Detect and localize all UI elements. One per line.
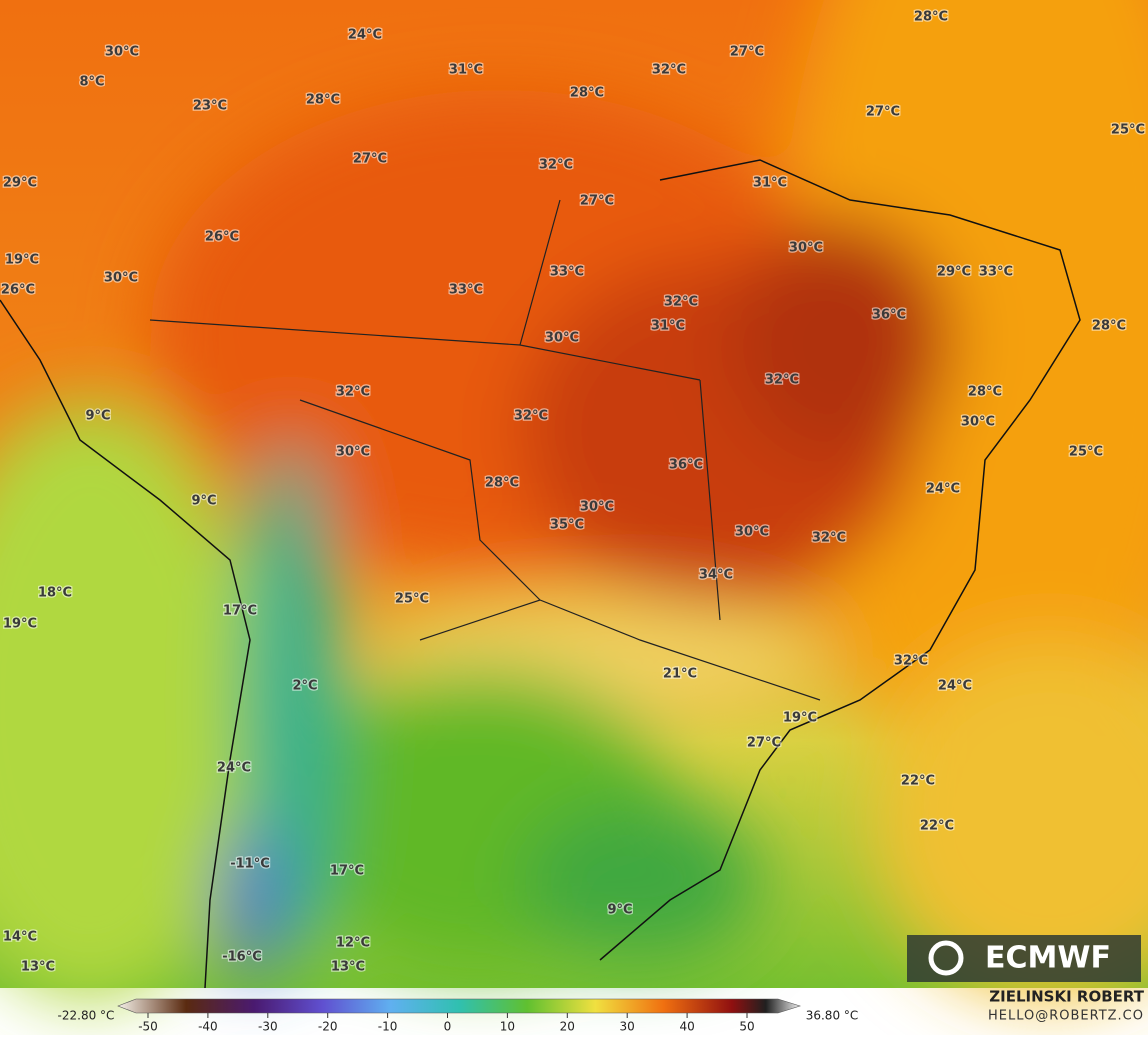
colorbar-tick-label: -50 (138, 1020, 158, 1034)
temperature-label: 26°C (1, 283, 35, 298)
temperature-label: 30°C (336, 445, 370, 460)
colorbar-tick-label: 40 (679, 1020, 694, 1034)
temperature-label: 32°C (765, 373, 799, 388)
temperature-label: 28°C (570, 86, 604, 101)
temperature-label: 35°C (550, 518, 584, 533)
temperature-label: 30°C (545, 331, 579, 346)
temperature-label: 25°C (1069, 445, 1103, 460)
temperature-labels: 24°C 28°C 30°C 31°C 32°C 27°C 8°C 28°C 28°C 23°C 2… (0, 8, 1146, 976)
temperature-label: 25°C (395, 592, 429, 607)
temperature-label: 30°C (580, 500, 614, 515)
temperature-label: 30°C (961, 415, 995, 430)
temperature-label: 32°C (894, 654, 928, 669)
temperature-label: 17°C (223, 604, 257, 619)
temperature-label: 25°C (1111, 123, 1145, 138)
temperature-label: 19°C (5, 253, 39, 268)
temperature-label: 18°C (38, 586, 72, 601)
temperature-label: 30°C (789, 241, 823, 256)
temperature-label: 24°C (348, 28, 382, 43)
temperature-label: 32°C (664, 295, 698, 310)
temperature-label: 2°C (292, 679, 317, 694)
temperature-label: 13°C (331, 960, 365, 975)
temperature-label: 19°C (783, 711, 817, 726)
temperature-label: 13°C (21, 960, 55, 975)
colorbar-tick-label: 20 (560, 1020, 575, 1034)
temperature-label: 24°C (938, 679, 972, 694)
temperature-label: 29°C (937, 265, 971, 280)
temperature-label: 17°C (330, 864, 364, 879)
map-background (0, 0, 1148, 1000)
temperature-label: 28°C (485, 476, 519, 491)
temperature-label: 23°C (193, 99, 227, 114)
temperature-label: 28°C (968, 385, 1002, 400)
logo: ECMWF (907, 935, 1141, 982)
temperature-label: 19°C (3, 617, 37, 632)
temperature-label: 32°C (812, 531, 846, 546)
credit-email: HELLO@ROBERTZ.CO (988, 1009, 1144, 1024)
colorbar-tick-label: 50 (739, 1020, 754, 1034)
temperature-label: 32°C (514, 409, 548, 424)
colorbar: -22.80 °C 36.80 °C -50 -40 -30 -20 -10 0 10 20 3… (58, 998, 859, 1034)
temperature-label: 28°C (1092, 319, 1126, 334)
temperature-label: 30°C (105, 45, 139, 60)
temperature-label: 27°C (580, 194, 614, 209)
temperature-label: 36°C (669, 458, 703, 473)
credit-author: ZIELINSKI ROBERT (989, 988, 1144, 1006)
temperature-label: 31°C (651, 319, 685, 334)
temperature-label: 32°C (539, 158, 573, 173)
temperature-label: 34°C (699, 568, 733, 583)
colorbar-tick-label: 30 (620, 1020, 635, 1034)
colorbar-tick-label: -40 (198, 1020, 218, 1034)
temperature-label: 9°C (85, 409, 110, 424)
temperature-label: 24°C (926, 482, 960, 497)
temperature-label: 26°C (205, 230, 239, 245)
colorbar-tick-label: 0 (444, 1020, 452, 1034)
temperature-label: 27°C (866, 105, 900, 120)
temperature-label: 31°C (449, 63, 483, 78)
temperature-label: 32°C (336, 385, 370, 400)
temperature-label: 33°C (550, 265, 584, 280)
temperature-label: 30°C (735, 525, 769, 540)
colorbar-tick-label: -30 (258, 1020, 278, 1034)
colorbar-tick-label: -20 (318, 1020, 338, 1034)
temperature-label: 27°C (747, 736, 781, 751)
temperature-label: 36°C (872, 308, 906, 323)
temperature-label: 27°C (730, 45, 764, 60)
colorbar-max: 36.80 °C (806, 1009, 859, 1023)
temperature-label: 32°C (652, 63, 686, 78)
temperature-label: 9°C (607, 903, 632, 918)
temperature-label: 24°C (217, 761, 251, 776)
temperature-label: 28°C (306, 93, 340, 108)
temperature-label: 9°C (191, 494, 216, 509)
temperature-label: 33°C (979, 265, 1013, 280)
temperature-label: 27°C (353, 152, 387, 167)
temperature-label: 31°C (753, 176, 787, 191)
colorbar-tick-label: -10 (378, 1020, 398, 1034)
temperature-label: 22°C (901, 774, 935, 789)
colorbar-min: -22.80 °C (58, 1009, 115, 1023)
temperature-label: 21°C (663, 667, 697, 682)
temperature-label: 28°C (914, 10, 948, 25)
temperature-label: 8°C (79, 75, 104, 90)
temperature-label: 14°C (3, 930, 37, 945)
temperature-label: 12°C (336, 936, 370, 951)
temperature-label: 22°C (920, 819, 954, 834)
temperature-label: 33°C (449, 283, 483, 298)
colorbar-tick-label: 10 (500, 1020, 515, 1034)
temperature-label: -11°C (230, 857, 270, 872)
temperature-label: 30°C (104, 271, 138, 286)
temperature-label: 29°C (3, 176, 37, 191)
logo-text: ECMWF (985, 941, 1111, 976)
temperature-label: -16°C (222, 950, 262, 965)
